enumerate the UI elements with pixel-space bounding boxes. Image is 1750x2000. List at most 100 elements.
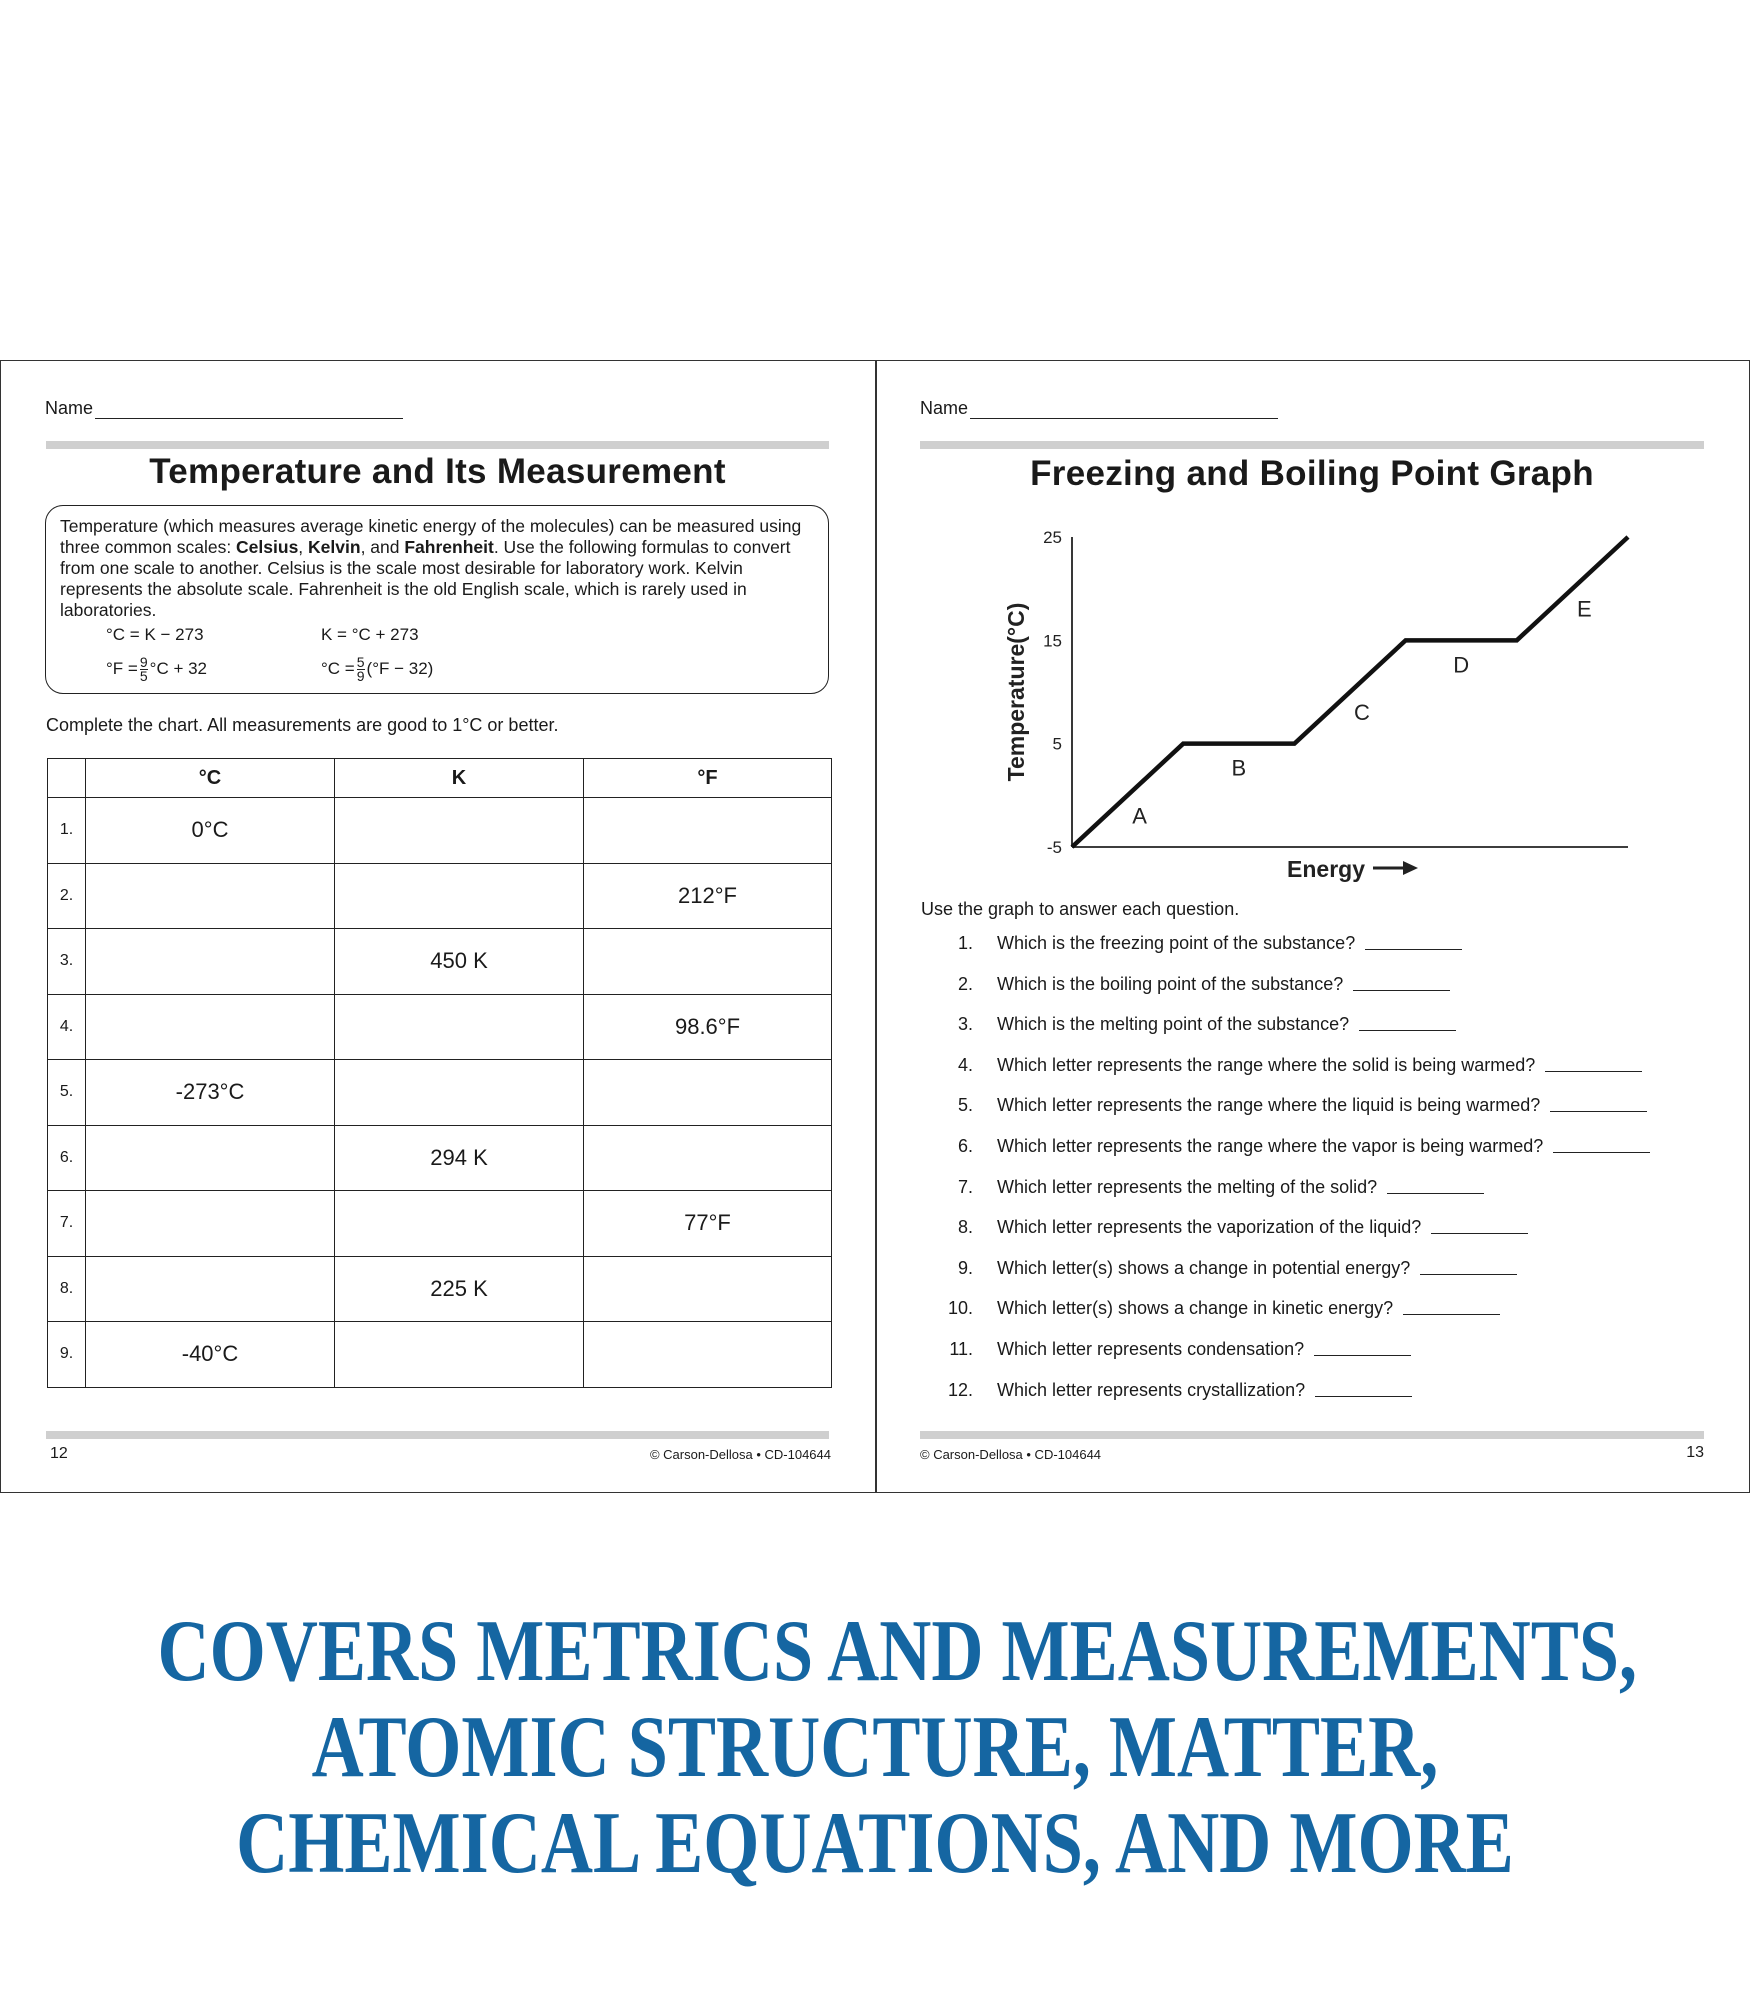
name-field[interactable]: Name	[45, 398, 404, 419]
row-number: 1.	[47, 797, 86, 864]
segment-label: B	[1231, 756, 1246, 781]
fahrenheit-cell[interactable]	[583, 1255, 832, 1322]
question-text: Which is the boiling point of the substa…	[997, 973, 1344, 994]
page-number: 12	[50, 1445, 68, 1462]
row-number: 7.	[47, 1190, 86, 1257]
question-item: 5. Which letter represents the range wher…	[945, 1095, 1695, 1116]
celsius-cell[interactable]	[85, 862, 335, 929]
fahrenheit-cell[interactable]	[583, 797, 832, 864]
row-number: 9.	[47, 1321, 86, 1388]
row-number: 4.	[47, 993, 86, 1060]
question-text: Which letter represents the vaporization…	[997, 1217, 1422, 1238]
footer-bar	[46, 1431, 829, 1439]
formula-f-from-c: °F = 9 5 °C + 32	[106, 654, 207, 684]
header-fahrenheit: °F	[583, 758, 832, 798]
question-text: Which letter(s) shows a change in kineti…	[997, 1298, 1394, 1319]
fahrenheit-cell[interactable]: 77°F	[583, 1190, 832, 1257]
question-text: Which letter(s) shows a change in potent…	[997, 1257, 1411, 1278]
copyright: © Carson-Dellosa • CD-104644	[920, 1447, 1102, 1462]
answer-blank[interactable]	[1365, 933, 1463, 950]
celsius-cell[interactable]	[85, 1190, 335, 1257]
page-title: Temperature and Its Measurement	[149, 452, 726, 491]
table-row: 3. 450 K	[47, 928, 832, 995]
answer-blank[interactable]	[1315, 1380, 1413, 1397]
segment-label: C	[1354, 700, 1370, 725]
chart-instruction: Complete the chart. All measurements are…	[46, 715, 559, 735]
answer-blank[interactable]	[1353, 974, 1451, 991]
fahrenheit-cell[interactable]: 98.6°F	[583, 993, 832, 1060]
question-number: 10.	[947, 1298, 973, 1319]
answer-blank[interactable]	[1545, 1055, 1643, 1072]
name-line[interactable]	[970, 403, 1279, 419]
question-number: 1.	[957, 933, 973, 953]
fahrenheit-cell[interactable]	[583, 1059, 832, 1126]
kelvin-cell[interactable]: 294 K	[334, 1124, 584, 1191]
fahrenheit-cell[interactable]: 212°F	[583, 862, 832, 929]
answer-blank[interactable]	[1314, 1339, 1412, 1356]
question-number: 7.	[957, 1176, 973, 1197]
data-line	[1070, 535, 1630, 849]
answer-blank[interactable]	[1553, 1136, 1651, 1153]
question-number: 6.	[957, 1136, 973, 1156]
question-text: Which letter represents the range where …	[997, 1095, 1541, 1116]
promo-line: COVERS METRICS AND MEASUREMENTS,	[157, 1603, 1637, 1700]
question-number: 12.	[947, 1379, 973, 1400]
table-row: 1. 0°C	[47, 797, 832, 864]
question-item: 4. Which letter represents the range wher…	[945, 1055, 1695, 1076]
answer-blank[interactable]	[1420, 1258, 1518, 1275]
celsius-cell[interactable]: -273°C	[85, 1059, 335, 1126]
info-box: Temperature (which measures average kine…	[45, 505, 829, 694]
name-line[interactable]	[95, 403, 404, 419]
celsius-cell[interactable]: -40°C	[85, 1321, 335, 1388]
kelvin-cell[interactable]	[334, 1190, 584, 1257]
table-row: 9. -40°C	[47, 1321, 832, 1388]
y-axis-label: Temperature(°C)	[1003, 603, 1029, 782]
promo-line: CHEMICAL EQUATIONS, AND MORE	[236, 1795, 1514, 1892]
question-item: 12. Which letter represents crystallizati…	[945, 1380, 1695, 1401]
kelvin-cell[interactable]: 225 K	[334, 1255, 584, 1322]
question-text: Which is the freezing point of the subst…	[997, 933, 1356, 953]
formula-c-from-f: °C = 5 9 (°F − 32)	[321, 654, 434, 684]
answer-blank[interactable]	[1387, 1177, 1485, 1194]
formula-k-from-c: K = °C + 273	[321, 625, 419, 644]
kelvin-cell[interactable]	[334, 862, 584, 929]
segment-label: E	[1577, 597, 1592, 622]
conversion-table: °C K °F 1. 0°C 2. 212°F 3. 450 K 4. 98.6°F 5. -27…	[47, 758, 832, 1388]
name-field[interactable]: Name	[920, 398, 1279, 419]
answer-blank[interactable]	[1550, 1095, 1648, 1113]
promo-headline: COVERS METRICS AND MEASUREMENTS, ATOMIC …	[0, 1604, 1750, 1892]
table-header-row: °C K °F	[47, 758, 832, 798]
name-label: Name	[45, 398, 94, 418]
table-row: 7. 77°F	[47, 1190, 832, 1257]
fahrenheit-cell[interactable]	[583, 1321, 832, 1388]
question-text: Which letter represents the range where …	[997, 1136, 1544, 1156]
kelvin-cell[interactable]: 450 K	[334, 928, 584, 995]
question-number: 2.	[957, 973, 973, 994]
kelvin-cell[interactable]	[334, 797, 584, 864]
question-number: 11.	[949, 1339, 973, 1359]
arrow-head-icon	[1403, 861, 1418, 875]
question-item: 10. Which letter(s) shows a change in kin…	[945, 1298, 1695, 1319]
question-item: 2. Which is the boiling point of the subs…	[945, 974, 1695, 995]
header-celsius: °C	[85, 758, 335, 798]
answer-blank[interactable]	[1431, 1217, 1529, 1235]
y-tick-label: -5	[1047, 838, 1062, 857]
question-text: Which is the melting point of the substa…	[997, 1014, 1350, 1035]
answer-blank[interactable]	[1403, 1298, 1501, 1316]
page-number: 13	[1686, 1444, 1704, 1461]
name-label: Name	[920, 398, 969, 418]
segment-label: A	[1132, 803, 1147, 828]
question-item: 3. Which is the melting point of the subs…	[945, 1014, 1695, 1035]
header-bar	[920, 441, 1704, 449]
y-tick-label: 5	[1053, 735, 1062, 754]
fahrenheit-cell[interactable]	[583, 928, 832, 995]
answer-blank[interactable]	[1359, 1014, 1457, 1032]
question-item: 1. Which is the freezing point of the sub…	[945, 933, 1695, 954]
footer-bar	[920, 1431, 1704, 1439]
header-kelvin: K	[334, 758, 584, 798]
question-text: Which letter represents the melting of t…	[997, 1176, 1378, 1197]
row-number: 3.	[47, 928, 86, 995]
question-item: 8. Which letter represents the vaporizati…	[945, 1217, 1695, 1238]
row-number: 6.	[47, 1124, 86, 1191]
